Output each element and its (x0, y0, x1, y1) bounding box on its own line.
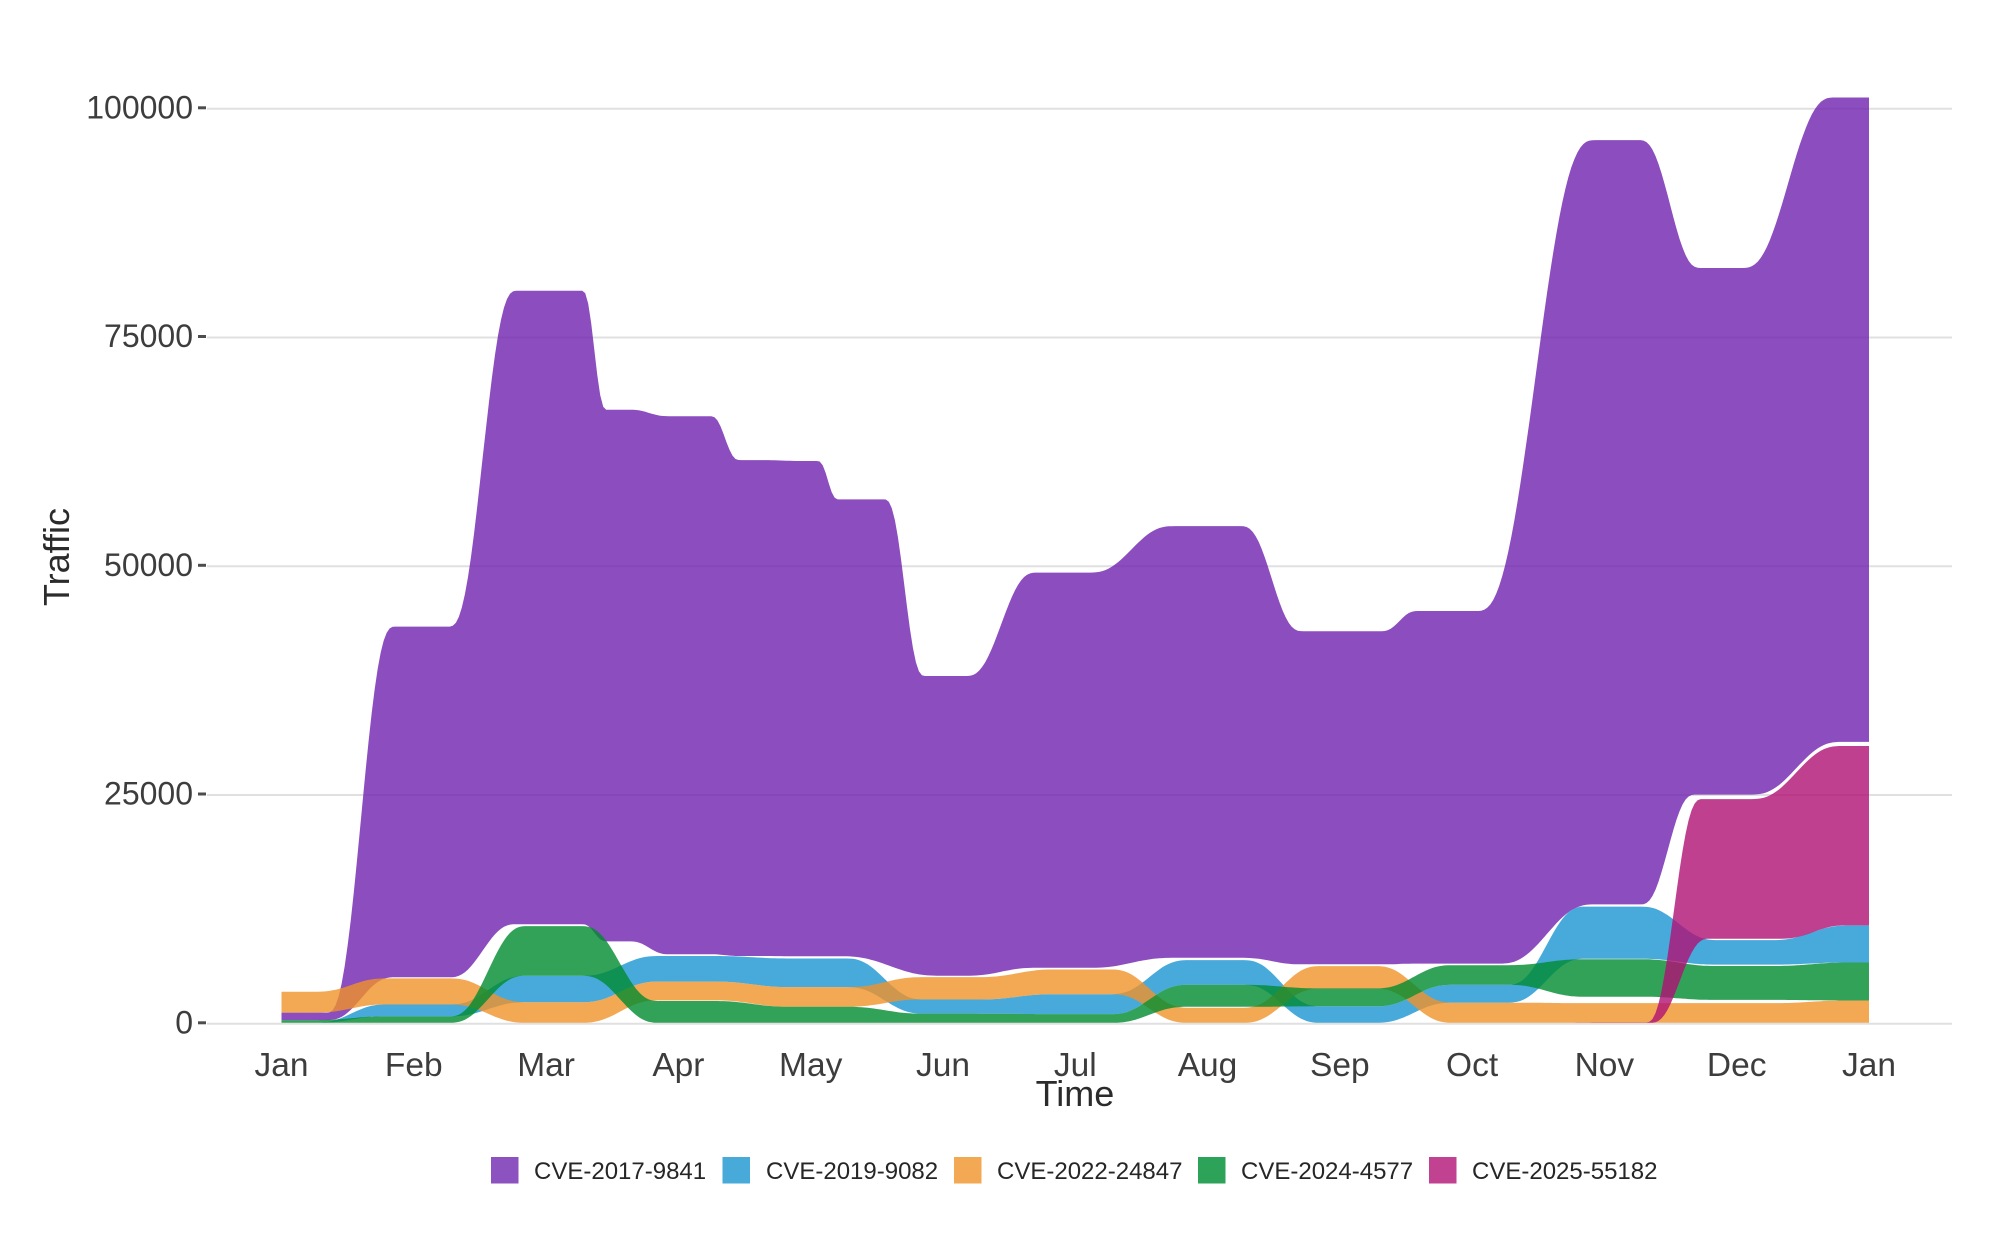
svg-text:CVE-2019-9082: CVE-2019-9082 (766, 1158, 938, 1185)
svg-text:Nov: Nov (1575, 1047, 1635, 1084)
svg-text:Jun: Jun (916, 1047, 970, 1084)
svg-text:Traffic: Traffic (36, 508, 77, 606)
svg-text:0: 0 (175, 1004, 193, 1040)
svg-text:May: May (779, 1047, 843, 1084)
svg-text:50000: 50000 (104, 547, 193, 583)
svg-text:Jan: Jan (254, 1047, 308, 1084)
svg-text:Time: Time (1036, 1073, 1115, 1114)
svg-text:Sep: Sep (1310, 1047, 1370, 1084)
svg-text:Dec: Dec (1707, 1047, 1767, 1084)
svg-text:100000: 100000 (86, 89, 193, 125)
svg-text:Feb: Feb (385, 1047, 443, 1084)
svg-text:Mar: Mar (517, 1047, 575, 1084)
svg-text:Oct: Oct (1446, 1047, 1499, 1084)
svg-text:Apr: Apr (652, 1047, 704, 1084)
svg-text:CVE-2017-9841: CVE-2017-9841 (534, 1158, 706, 1185)
svg-text:CVE-2024-4577: CVE-2024-4577 (1241, 1158, 1413, 1185)
svg-text:Jul: Jul (1054, 1047, 1097, 1084)
svg-text:Aug: Aug (1178, 1047, 1238, 1084)
svg-text:CVE-2025-55182: CVE-2025-55182 (1472, 1158, 1657, 1185)
svg-text:Jan: Jan (1842, 1047, 1896, 1084)
svg-text:25000: 25000 (104, 776, 193, 812)
svg-text:75000: 75000 (104, 318, 193, 354)
svg-text:CVE-2022-24847: CVE-2022-24847 (997, 1158, 1182, 1185)
